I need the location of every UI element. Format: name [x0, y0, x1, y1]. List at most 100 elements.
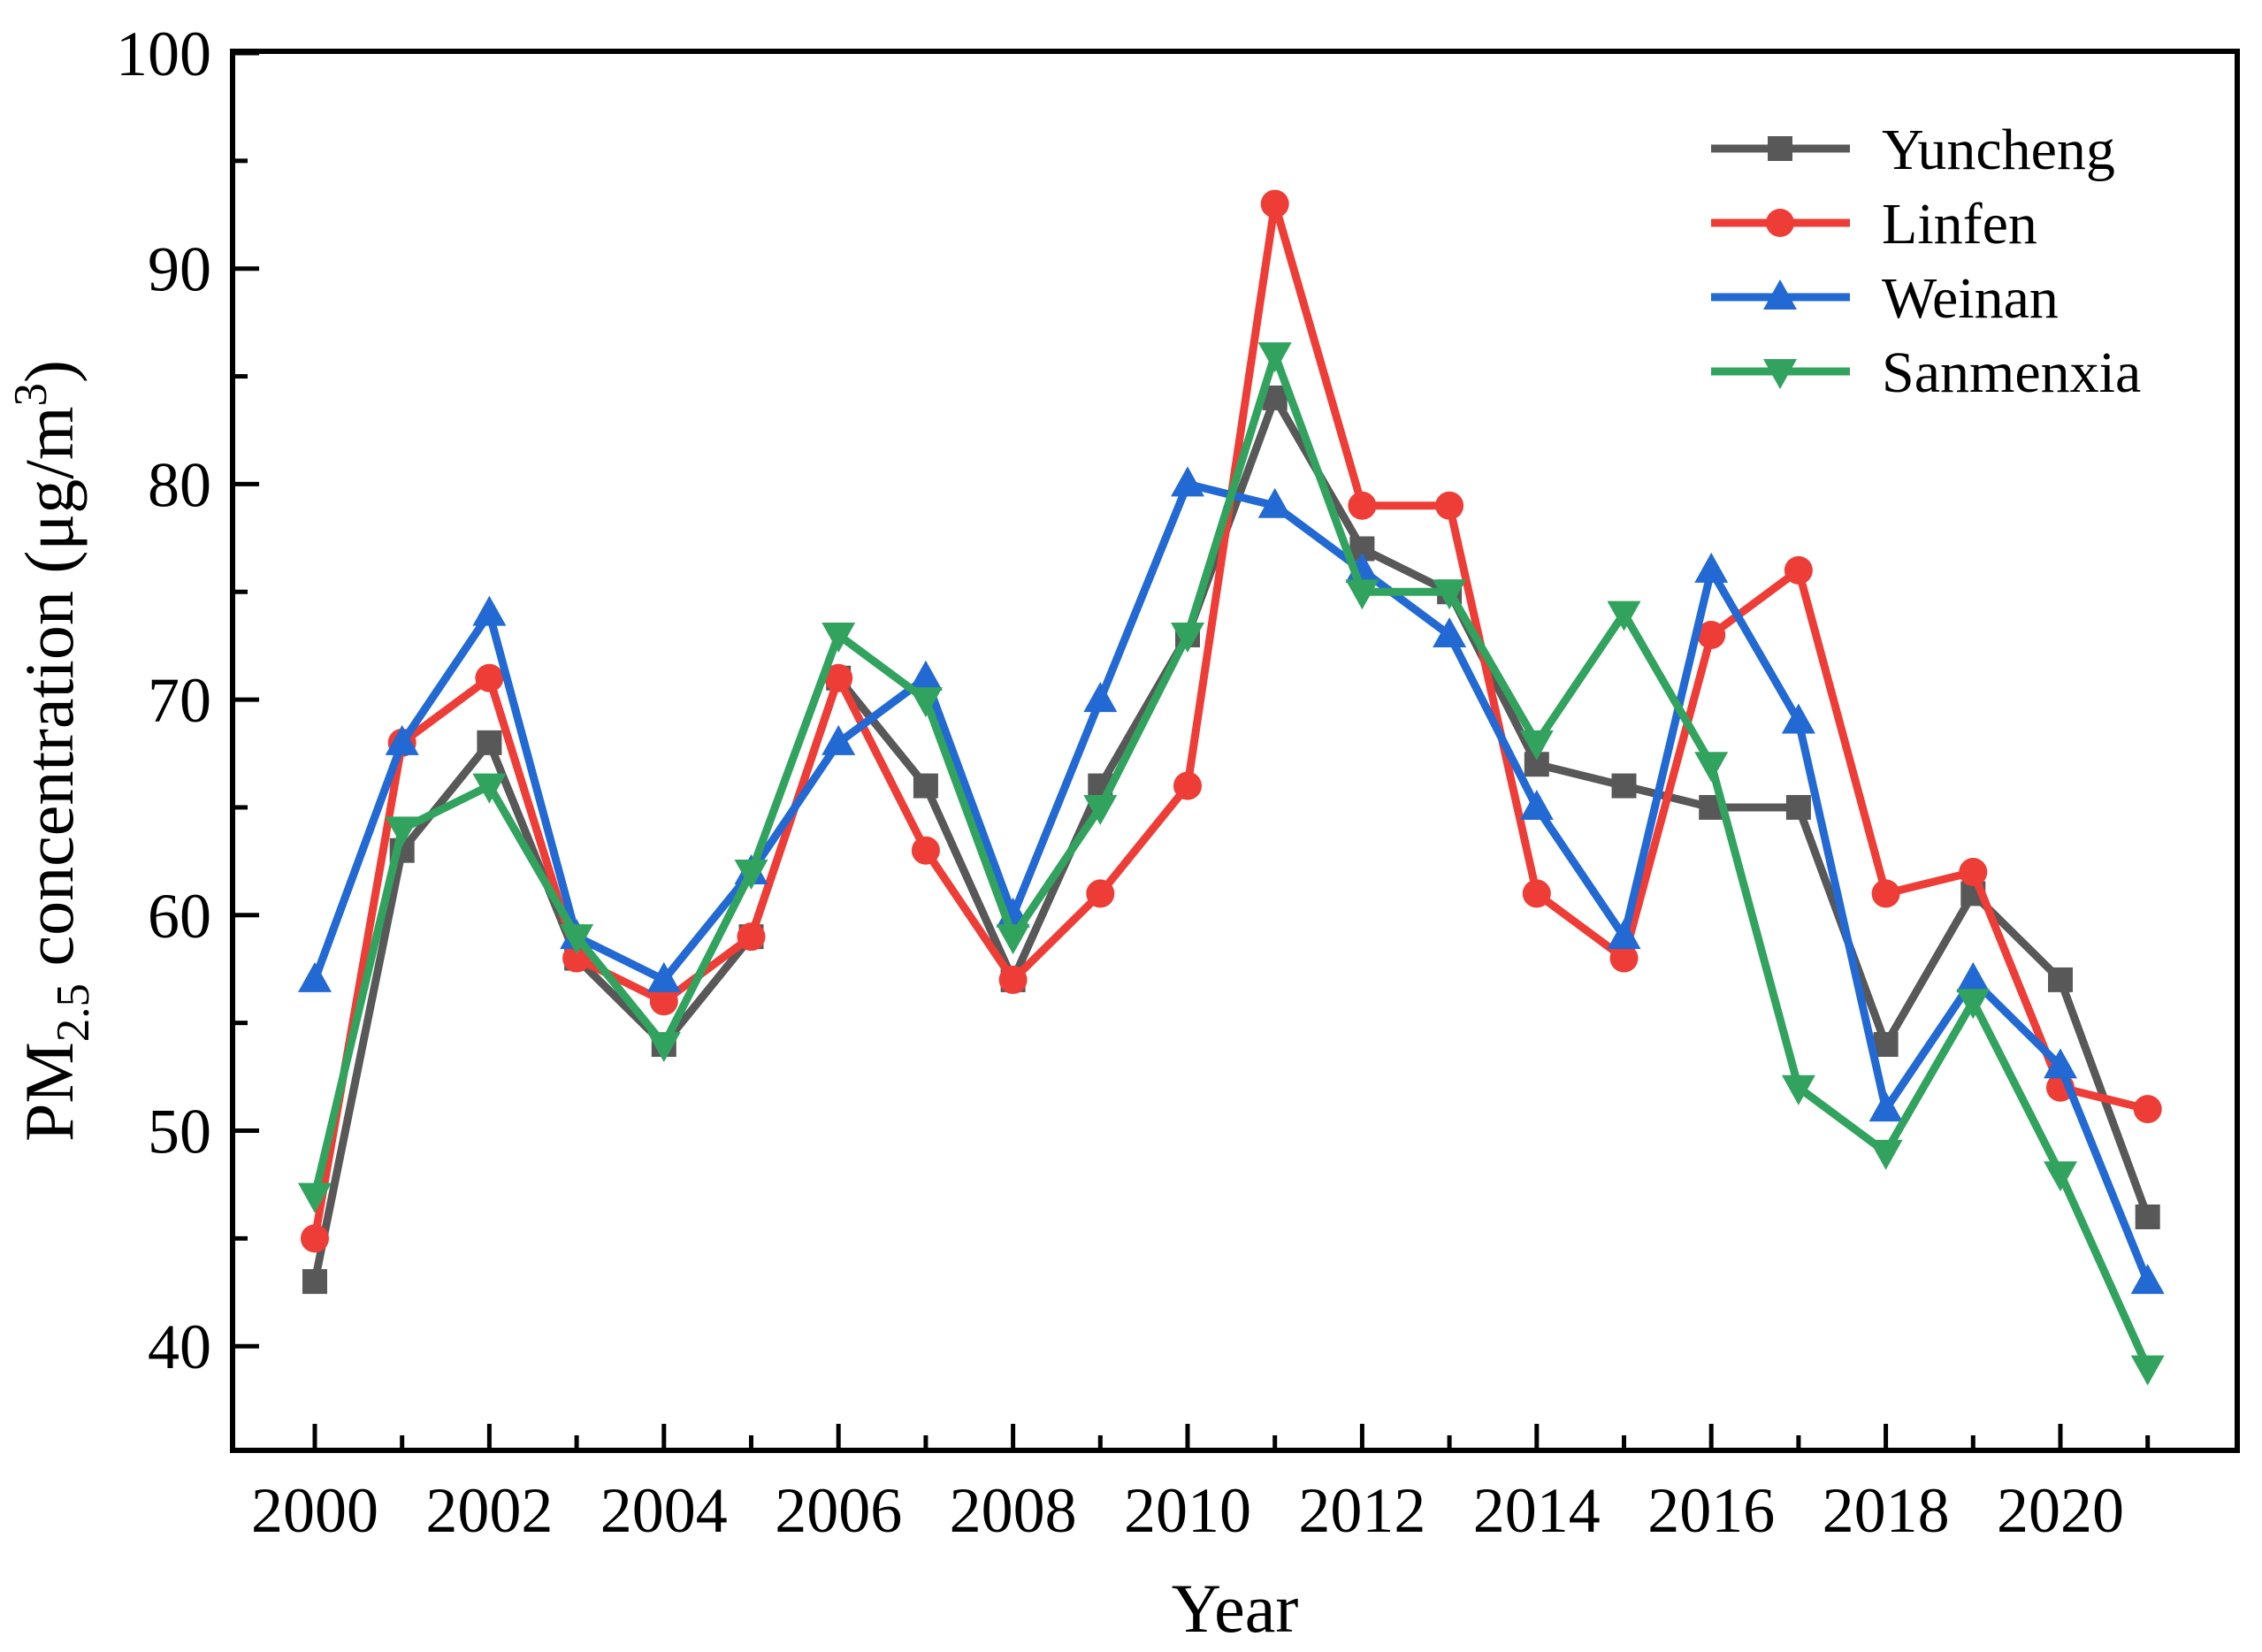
- weinan-point-2021: [2130, 1264, 2165, 1295]
- linfen-line: [310, 200, 2152, 1243]
- sanmenxia-point-2014: [1519, 730, 1554, 761]
- x-tick-label-2010: 2010: [1124, 1475, 1251, 1546]
- y-tick-label-90: 90: [148, 234, 211, 305]
- weinan-point-2015: [1607, 919, 1641, 950]
- weinan-point-2013: [1433, 616, 1467, 647]
- axis-ticks: [235, 50, 2151, 1448]
- legend-item-yuncheng: Yuncheng: [1711, 118, 2115, 182]
- sanmenxia-point-2018: [1868, 1139, 1903, 1170]
- sanmenxia-point-2009: [1083, 794, 1118, 825]
- weinan-point-2018: [1868, 1091, 1903, 1122]
- sanmenxia-point-2013: [1433, 579, 1467, 610]
- yuncheng-point-2020: [2048, 967, 2073, 992]
- sanmenxia-point-2004: [646, 1032, 681, 1063]
- series-sanmenxia: [298, 342, 2165, 1386]
- linfen-point-2011: [1260, 189, 1289, 218]
- sanmenxia-point-2011: [1257, 342, 1292, 373]
- weinan-point-2019: [1956, 961, 1991, 992]
- linfen-point-2010: [1173, 771, 1202, 800]
- linfen-point-2016: [1697, 620, 1726, 649]
- sanmenxia-point-2015: [1607, 600, 1641, 631]
- yuncheng-point-2018: [1873, 1032, 1899, 1058]
- legend-item-weinan: Weinan: [1711, 266, 2059, 331]
- weinan-point-2011: [1257, 487, 1292, 518]
- linfen-point-2006: [824, 663, 853, 692]
- yuncheng-point-2015: [1611, 773, 1637, 799]
- y-tick-labels: 40 50 60 70 80 90 100: [116, 19, 211, 1382]
- weinan-point-2002: [472, 595, 507, 626]
- linfen-point-2019: [1959, 858, 1988, 887]
- weinan-point-2017: [1781, 703, 1815, 734]
- legend-item-sanmenxia: Sanmenxia: [1711, 340, 2141, 405]
- x-tick-label-2012: 2012: [1298, 1475, 1425, 1546]
- linfen-point-2014: [1522, 879, 1551, 908]
- x-tick-label-2018: 2018: [1823, 1475, 1950, 1546]
- sanmenxia-point-2020: [2044, 1161, 2077, 1192]
- series-linfen: [301, 189, 2162, 1253]
- linfen-point-2009: [1086, 879, 1115, 908]
- linfen-legend-marker-icon: [1766, 209, 1794, 237]
- sanmenxia-point-2017: [1781, 1075, 1815, 1105]
- linfen-point-2005: [737, 922, 766, 952]
- y-axis-title: PM2.5 concentration (μg/m3): [5, 360, 99, 1142]
- sanmenxia-point-2012: [1345, 579, 1379, 610]
- linfen-point-2015: [1609, 944, 1639, 973]
- plot-frame: [230, 49, 2240, 1453]
- linfen-point-2021: [2133, 1095, 2162, 1124]
- sanmenxia-point-2007: [908, 687, 943, 718]
- y-tick-label-80: 80: [148, 449, 211, 520]
- x-tick-label-2006: 2006: [775, 1475, 902, 1546]
- x-tick-label-2002: 2002: [425, 1475, 553, 1546]
- sanmenxia-point-2002: [472, 773, 507, 804]
- yuncheng-legend-marker-icon: [1768, 136, 1792, 161]
- weinan-point-2016: [1694, 552, 1729, 583]
- yuncheng-point-2000: [302, 1269, 327, 1295]
- weinan-point-2004: [646, 961, 681, 992]
- linfen-point-2018: [1871, 879, 1900, 908]
- weinan-point-2007: [908, 660, 943, 691]
- sanmenxia-point-2021: [2130, 1355, 2165, 1386]
- legend-label-weinan: Weinan: [1882, 266, 2059, 331]
- linfen-point-2007: [911, 836, 940, 865]
- x-tick-labels: 2000 2002 2004 2006 2008 2010 2012 2014 2016 2018…: [251, 1475, 2124, 1546]
- legend: Yuncheng Linfen Weinan Sanmenxia: [1711, 118, 2141, 405]
- legend-label-linfen: Linfen: [1882, 192, 2037, 256]
- linfen-point-2000: [301, 1224, 329, 1253]
- linfen-point-2013: [1435, 491, 1464, 520]
- sanmenxia-point-2006: [822, 622, 856, 653]
- sanmenxia-line: [310, 350, 2152, 1373]
- y-tick-label-40: 40: [148, 1312, 211, 1382]
- x-tick-label-2016: 2016: [1647, 1475, 1775, 1546]
- x-tick-label-2020: 2020: [1997, 1475, 2124, 1546]
- linfen-point-2008: [998, 965, 1028, 994]
- weinan-point-2006: [822, 724, 856, 755]
- y-tick-label-60: 60: [148, 881, 211, 952]
- weinan-point-2009: [1083, 682, 1118, 713]
- sanmenxia-point-2008: [996, 924, 1030, 955]
- x-axis-title: Year: [1172, 1570, 1299, 1647]
- weinan-point-2001: [385, 724, 419, 755]
- legend-item-linfen: Linfen: [1711, 192, 2037, 256]
- sanmenxia-point-2001: [385, 816, 419, 847]
- weinan-point-2014: [1519, 789, 1554, 820]
- sanmenxia-point-2019: [1956, 989, 1991, 1020]
- y-tick-label-50: 50: [148, 1097, 211, 1167]
- linfen-point-2004: [649, 987, 678, 1016]
- yuncheng-point-2017: [1785, 794, 1811, 820]
- weinan-point-2010: [1171, 466, 1204, 497]
- legend-label-sanmenxia: Sanmenxia: [1882, 340, 2141, 405]
- yuncheng-point-2021: [2135, 1204, 2160, 1229]
- sanmenxia-point-2016: [1694, 752, 1729, 783]
- legend-label-yuncheng: Yuncheng: [1882, 118, 2115, 182]
- y-tick-label-70: 70: [148, 665, 211, 736]
- yuncheng-point-2007: [913, 773, 938, 799]
- sanmenxia-point-2010: [1171, 622, 1204, 653]
- weinan-point-2020: [2044, 1048, 2077, 1079]
- x-tick-label-2000: 2000: [251, 1475, 378, 1546]
- sanmenxia-point-2000: [298, 1182, 332, 1213]
- linfen-point-2012: [1348, 491, 1377, 520]
- sanmenxia-point-2003: [560, 924, 594, 955]
- y-tick-label-100: 100: [116, 19, 211, 89]
